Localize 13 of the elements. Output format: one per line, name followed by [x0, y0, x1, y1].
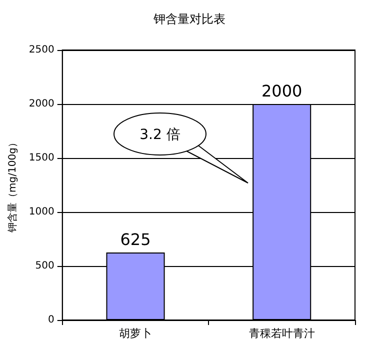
x-tick-label: 青稞若叶青汁 — [248, 327, 315, 340]
annotation: 3.2 倍 — [140, 127, 180, 143]
y-axis-title: 钾含量（mg/100g） — [6, 138, 18, 234]
y-tick-label: 1000 — [28, 206, 54, 218]
chart-title: 钾含量对比表 — [152, 12, 226, 26]
y-tick-label: 2500 — [28, 44, 54, 56]
y-tick-label: 2000 — [28, 98, 54, 110]
y-tick-label: 500 — [35, 260, 54, 272]
data-label: 2000 — [261, 82, 302, 100]
y-tick-label: 0 — [48, 314, 54, 326]
data-label: 625 — [120, 230, 151, 249]
x-tick-label: 胡萝卜 — [119, 327, 152, 340]
y-tick-label: 1500 — [28, 152, 54, 164]
